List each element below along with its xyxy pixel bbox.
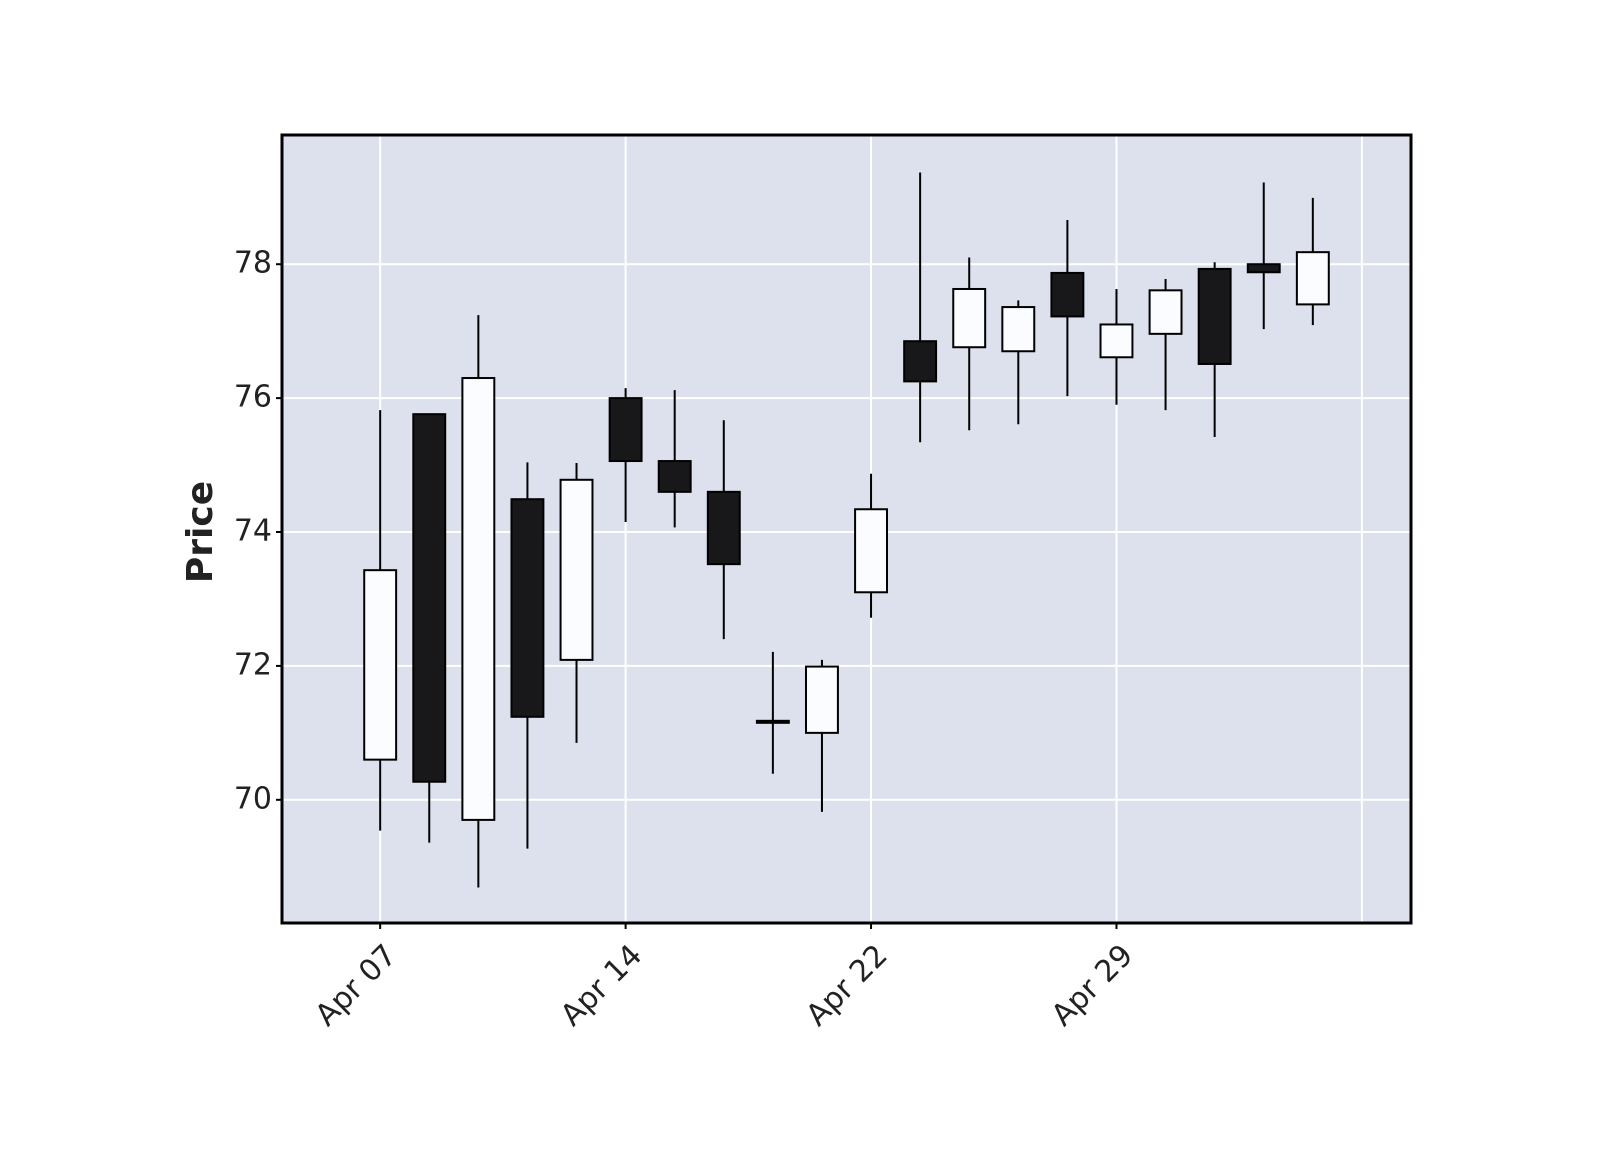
y-axis-label: Price	[180, 481, 221, 583]
candle-body	[510, 498, 545, 718]
candle-body	[657, 460, 692, 493]
y-tick-label: 76	[234, 380, 272, 415]
candle-body	[1197, 267, 1232, 365]
y-tick-label: 72	[234, 647, 272, 682]
x-tick-label: Apr 29	[1045, 938, 1140, 1033]
x-tick-label: Apr 07	[309, 938, 404, 1033]
candle-body	[1050, 271, 1085, 318]
candle-body	[412, 413, 447, 783]
candle-body	[755, 719, 790, 724]
x-tick-label: Apr 14	[554, 938, 649, 1033]
candle-body	[854, 508, 888, 594]
candle-body	[1148, 289, 1183, 335]
candle-body	[559, 478, 594, 661]
candle-body	[1295, 251, 1330, 306]
candle-body	[1246, 263, 1281, 274]
x-tick-label: Apr 22	[800, 938, 895, 1033]
candle-body	[1099, 323, 1134, 359]
y-tick-label: 70	[234, 781, 272, 816]
candle-body	[706, 490, 741, 566]
plot-background	[282, 135, 1411, 923]
candle-body	[461, 377, 496, 821]
candle-body	[903, 340, 938, 383]
candle-body	[363, 569, 398, 761]
y-tick-label: 74	[234, 514, 272, 549]
candle-body	[1001, 306, 1036, 353]
candle-body	[608, 397, 643, 463]
candle-body	[805, 665, 839, 734]
plot-frame	[280, 133, 1413, 925]
y-tick-label: 78	[234, 246, 272, 281]
candle-body	[952, 287, 987, 349]
